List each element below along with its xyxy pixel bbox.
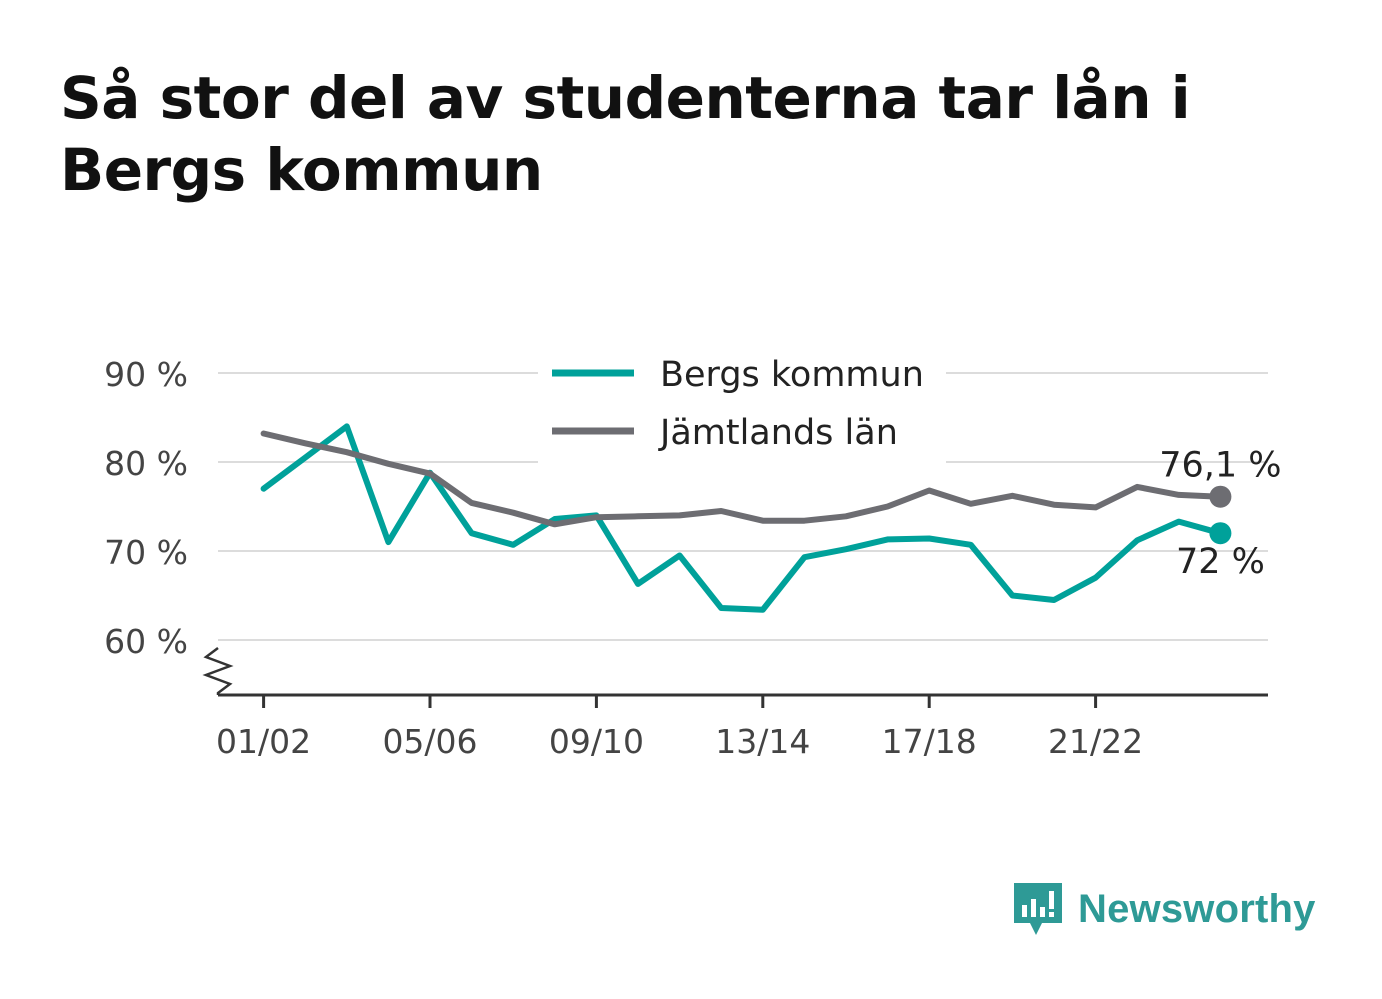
series-line: [260, 423, 1224, 613]
chart-title: Så stor del av studenterna tar lån i Ber…: [60, 64, 1191, 204]
series-line: [260, 430, 1224, 528]
series-lines: [260, 423, 1232, 613]
x-tick-label: 21/22: [1048, 722, 1143, 761]
brand-name: Newsworthy: [1078, 886, 1316, 931]
end-labels: 76,1 % 72 %: [1159, 446, 1281, 582]
x-tick-label: 09/10: [549, 722, 644, 761]
series-end-point: [1209, 485, 1232, 508]
x-axis-labels: 01/02 05/06 09/10 13/14 17/18 21/22: [216, 722, 1143, 761]
y-axis-labels: 60 % 70 % 80 % 90 %: [104, 355, 188, 661]
end-value-label: 76,1 %: [1159, 446, 1281, 486]
legend-background: [538, 345, 946, 463]
y-tick-label: 80 %: [104, 444, 188, 483]
y-tick-label: 70 %: [104, 533, 188, 572]
end-value-label: 72 %: [1176, 542, 1265, 582]
x-tick-label: 17/18: [882, 722, 977, 761]
y-tick-label: 90 %: [104, 355, 188, 394]
series-end-point: [1209, 522, 1232, 545]
legend-label: Bergs kommun: [660, 355, 924, 395]
x-axis: [202, 647, 1268, 708]
legend-label: Jämtlands län: [658, 413, 898, 453]
y-tick-label: 60 %: [104, 622, 188, 661]
axis-break-marker: [202, 647, 234, 695]
x-tick-label: 01/02: [216, 722, 311, 761]
legend: Bergs kommun Jämtlands län: [538, 345, 946, 463]
x-tick-label: 05/06: [382, 722, 477, 761]
x-tick-label: 13/14: [715, 722, 810, 761]
newsworthy-logo-icon: [1014, 883, 1062, 935]
brand-logo: Newsworthy: [1010, 878, 1316, 940]
